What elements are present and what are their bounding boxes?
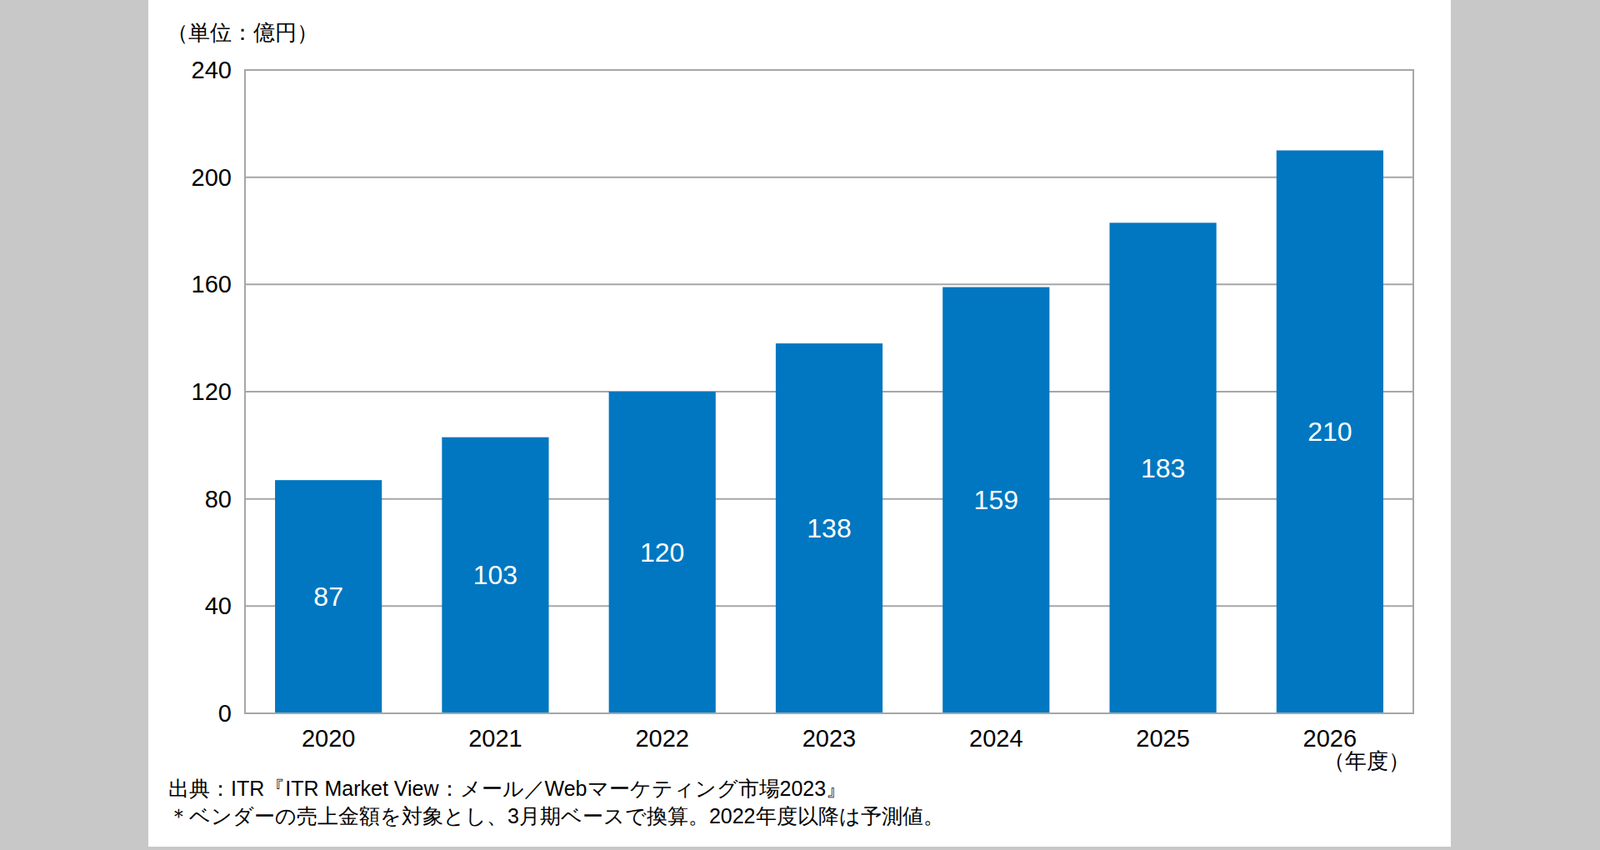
bar	[1276, 150, 1384, 715]
data-label: 183	[1140, 453, 1185, 484]
grid-line	[245, 176, 1414, 179]
data-label: 210	[1307, 416, 1352, 447]
chart-root: 0 40 80 120 160 200 240 87 103 120 138 159 183 210 202…	[0, 0, 1600, 850]
bar	[441, 437, 549, 714]
x-tick-label: 2020	[301, 725, 356, 752]
annotation: ＊ベンダーの売上金額を対象とし、3月期ベースで換算。2022年度以降は予測値。	[168, 804, 945, 828]
data-label: 120	[640, 537, 685, 568]
y-axis-label: （単位：億円）	[166, 20, 319, 45]
grid-line	[245, 283, 1414, 285]
y-tick-label: 160	[191, 270, 232, 298]
bar	[942, 287, 1050, 714]
plot-frame	[245, 70, 1414, 714]
data-label: 159	[974, 485, 1019, 515]
x-axis-label: （年度）	[1323, 748, 1410, 774]
y-tick-label: 240	[191, 56, 232, 84]
bar	[609, 391, 716, 714]
bar	[1109, 222, 1216, 714]
x-tick-label: 2023	[802, 725, 857, 752]
data-label: 103	[473, 560, 518, 590]
bar	[775, 343, 883, 714]
data-labels: 87 103 120 138 159 183 210	[313, 416, 1352, 612]
y-tick-label: 120	[191, 378, 232, 405]
x-tick-label: 2025	[1135, 725, 1190, 752]
x-tick-label: 2021	[468, 725, 523, 752]
panel	[148, 0, 1451, 847]
data-label: 87	[313, 581, 344, 612]
y-tick-label: 40	[205, 592, 232, 620]
y-tick-label: 0	[218, 700, 232, 727]
x-tick-label: 2024	[969, 725, 1024, 752]
data-label: 138	[806, 513, 851, 544]
annotation: 出典：ITR『ITR Market View：メール／Webマーケティング市場2…	[168, 776, 847, 800]
bar	[275, 480, 382, 714]
grid	[245, 70, 1414, 714]
x-tick-label: 2022	[635, 725, 690, 752]
chart-svg: 0 40 80 120 160 200 240 87 103 120 138 159 183 210 202…	[0, 0, 1600, 850]
bars	[275, 150, 1384, 715]
y-tick-label: 80	[205, 485, 232, 513]
y-tick-label: 200	[191, 164, 232, 191]
